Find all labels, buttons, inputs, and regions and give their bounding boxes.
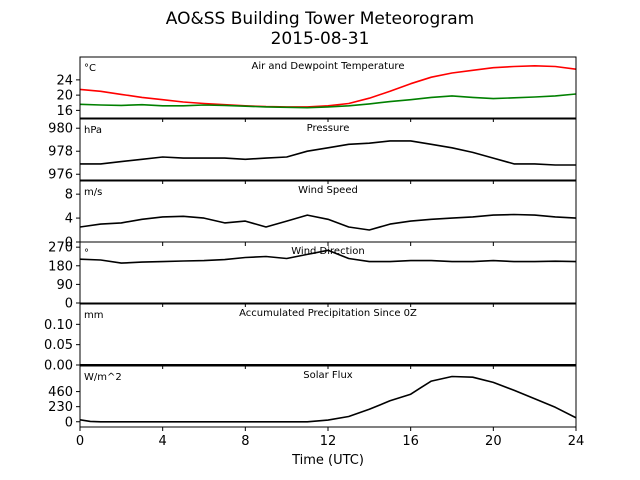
xtick-label: 24 bbox=[568, 434, 585, 449]
panel-2-title: Pressure bbox=[307, 123, 350, 134]
panel-2-ytick-label: 976 bbox=[48, 168, 73, 183]
panel-4-ytick-label: 270 bbox=[48, 241, 73, 256]
xtick-label: 0 bbox=[76, 434, 84, 449]
panel-3-ytick-label: 0 bbox=[65, 236, 73, 251]
panel-2-series-1-line bbox=[80, 140, 576, 166]
panel-5-ytick-label: 0.00 bbox=[44, 359, 73, 374]
panel-6-unit: W/m^2 bbox=[84, 372, 122, 383]
xtick-label: 20 bbox=[485, 434, 502, 449]
panel-5-ytick-label: 0.05 bbox=[44, 338, 73, 353]
panel-3-ytick-label: 4 bbox=[65, 212, 73, 227]
panel-6-ytick-label: 460 bbox=[48, 385, 73, 400]
xtick-label: 4 bbox=[159, 434, 167, 449]
panel-4-ytick-label: 180 bbox=[48, 259, 73, 274]
x-axis-label: Time (UTC) bbox=[291, 453, 364, 468]
panel-3-series-1-line bbox=[80, 213, 576, 231]
panel-5-ytick-label: 0.10 bbox=[44, 318, 73, 333]
panel-6-series-1-line bbox=[80, 375, 576, 423]
panel-1-ytick-label: 16 bbox=[56, 104, 73, 119]
figure-title: AO&SS Building Tower Meteorogram bbox=[165, 9, 475, 29]
panel-2-ytick-label: 980 bbox=[48, 122, 73, 137]
panel-4-title: Wind Direction bbox=[291, 246, 365, 257]
panel-6-ytick-label: 0 bbox=[65, 415, 73, 430]
panel-2-unit: hPa bbox=[84, 125, 102, 136]
panel-3-unit: m/s bbox=[84, 187, 102, 198]
panel-5-unit: mm bbox=[84, 310, 103, 321]
panel-1-ytick-label: 20 bbox=[56, 89, 73, 104]
panel-4-series-1-line bbox=[80, 249, 576, 264]
panel-4-unit: ° bbox=[84, 248, 89, 259]
xtick-label: 16 bbox=[402, 434, 419, 449]
panel-1-series-1-line bbox=[80, 65, 576, 108]
panel-2-ytick-label: 978 bbox=[48, 145, 73, 160]
panel-5-title: Accumulated Precipitation Since 0Z bbox=[239, 308, 417, 319]
panel-1-title: Air and Dewpoint Temperature bbox=[252, 61, 405, 72]
xtick-label: 12 bbox=[320, 434, 337, 449]
panel-6-ytick-label: 230 bbox=[48, 400, 73, 415]
panel-3-ytick-label: 8 bbox=[65, 188, 73, 203]
panel-1-unit: °C bbox=[84, 63, 96, 74]
panel-1-ytick-label: 24 bbox=[56, 73, 73, 88]
panel-3-title: Wind Speed bbox=[298, 185, 358, 196]
figure-date: 2015-08-31 bbox=[270, 29, 370, 49]
panel-1-series-2-line bbox=[80, 93, 576, 109]
panel-4-ytick-label: 0 bbox=[65, 297, 73, 312]
panel-4-ytick-label: 90 bbox=[56, 278, 73, 293]
panel-6-title: Solar Flux bbox=[303, 370, 353, 381]
xtick-label: 8 bbox=[241, 434, 249, 449]
